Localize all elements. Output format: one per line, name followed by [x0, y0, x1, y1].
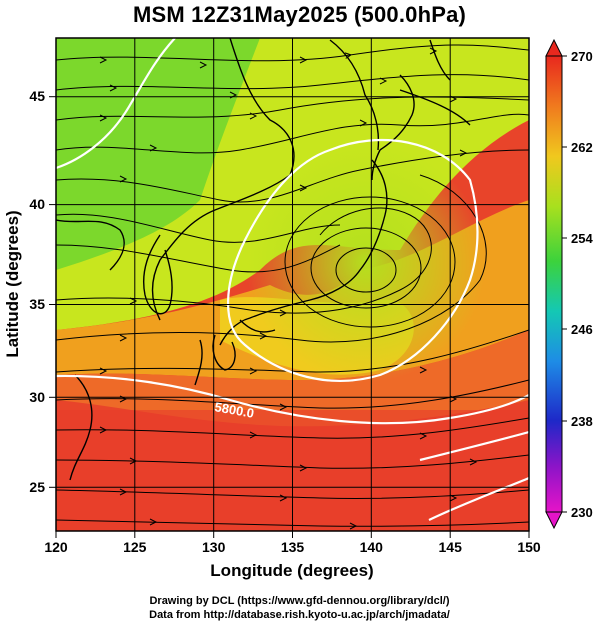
colorbar-tick-label: 270 — [571, 49, 593, 64]
colorbar-scale — [545, 55, 563, 513]
grid — [56, 38, 529, 531]
y-tick-label: 45 — [29, 88, 45, 104]
chart-title: MSM 12Z31May2025 (500.0hPa) — [132, 2, 467, 27]
y-tick-label: 30 — [29, 389, 45, 405]
x-tick-label: 140 — [360, 539, 384, 555]
y-axis-label: Latitude (degrees) — [3, 210, 22, 357]
x-tick-label: 125 — [123, 539, 147, 555]
colorbar-tick-label: 262 — [571, 140, 593, 155]
colorbar-tick-label: 238 — [571, 414, 593, 429]
colorbar-min-arrow — [545, 511, 563, 530]
colorbar: 270 262 254 246 238 230 — [545, 38, 593, 530]
streamlines — [56, 44, 529, 527]
y-tick-label: 25 — [29, 479, 45, 495]
x-tick-labels: 120 125 130 135 140 145 150 — [44, 539, 541, 555]
y-tick-label: 35 — [29, 296, 45, 312]
x-tick-label: 145 — [439, 539, 463, 555]
x-tick-label: 120 — [44, 539, 68, 555]
x-tick-label: 150 — [517, 539, 541, 555]
colorbar-tick-label: 254 — [571, 231, 593, 246]
coastlines — [56, 38, 471, 481]
x-tick-label: 135 — [281, 539, 305, 555]
y-tick-labels: 25 30 35 40 45 — [29, 88, 45, 495]
tick-marks — [49, 96, 530, 538]
colorbar-tick-label: 230 — [571, 505, 593, 520]
y-tick-label: 40 — [29, 196, 45, 212]
colorbar-max-arrow — [545, 38, 563, 57]
x-tick-label: 130 — [202, 539, 226, 555]
height-contours — [56, 38, 529, 521]
credit-data: Data from http://database.rish.kyoto-u.a… — [149, 609, 450, 621]
contour-label: 5800.0 — [213, 399, 255, 421]
x-axis-label: Longitude (degrees) — [210, 561, 373, 580]
colorbar-tick-label: 246 — [571, 322, 593, 337]
credit-drawing: Drawing by DCL (https://www.gfd-dennou.o… — [149, 595, 450, 607]
